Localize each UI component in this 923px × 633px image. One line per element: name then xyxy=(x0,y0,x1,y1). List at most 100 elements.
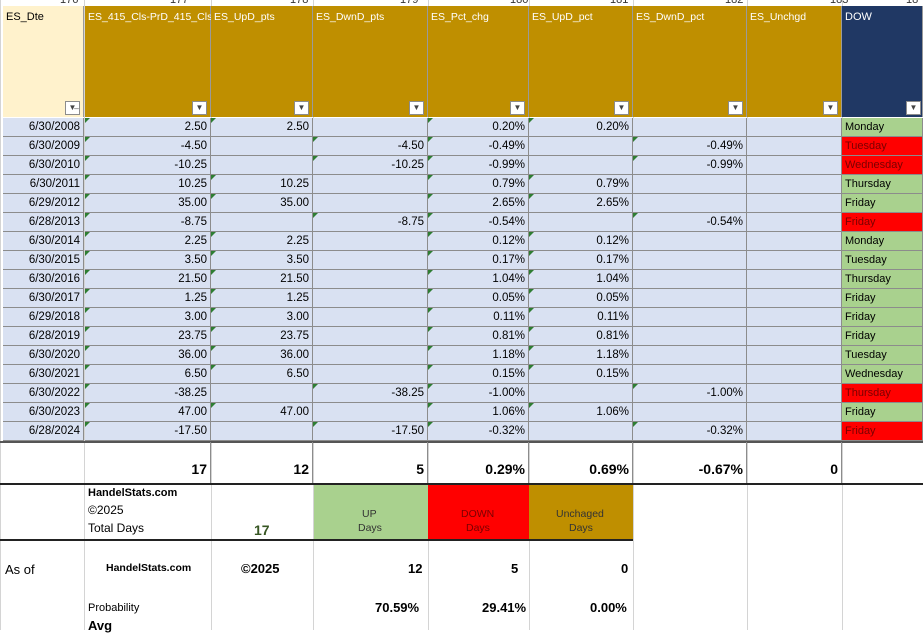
date-cell[interactable]: 6/30/2021 xyxy=(3,365,84,384)
up-points-cell[interactable]: 35.00 xyxy=(211,194,313,213)
up-points-cell[interactable] xyxy=(211,156,313,175)
down-points-cell[interactable] xyxy=(313,194,428,213)
down-points-cell[interactable] xyxy=(313,289,428,308)
change-points-cell[interactable]: 21.50 xyxy=(85,270,211,289)
change-points-cell[interactable]: -17.50 xyxy=(85,422,211,441)
up-points-cell[interactable]: 36.00 xyxy=(211,346,313,365)
date-cell[interactable]: 6/30/2015 xyxy=(3,251,84,270)
pct-change-cell[interactable]: 0.17% xyxy=(428,251,529,270)
dow-cell[interactable]: Thursday xyxy=(842,175,923,194)
change-points-cell[interactable]: 23.75 xyxy=(85,327,211,346)
down-points-cell[interactable] xyxy=(313,118,428,137)
dow-cell[interactable]: Friday xyxy=(842,213,923,232)
unchanged-cell[interactable] xyxy=(747,270,842,289)
pct-change-cell[interactable]: 0.05% xyxy=(428,289,529,308)
up-points-cell[interactable]: 3.50 xyxy=(211,251,313,270)
down-points-cell[interactable] xyxy=(313,232,428,251)
up-points-cell[interactable] xyxy=(211,422,313,441)
up-pct-cell[interactable]: 1.06% xyxy=(529,403,633,422)
down-points-cell[interactable] xyxy=(313,403,428,422)
dow-cell[interactable]: Thursday xyxy=(842,384,923,403)
down-pct-cell[interactable]: -1.00% xyxy=(633,384,747,403)
filter-dropdown-icon[interactable]: ▼ xyxy=(823,101,838,115)
date-cell[interactable]: 6/30/2023 xyxy=(3,403,84,422)
up-pct-cell[interactable]: 1.18% xyxy=(529,346,633,365)
down-pct-cell[interactable] xyxy=(633,327,747,346)
up-pct-cell[interactable]: 0.79% xyxy=(529,175,633,194)
up-pct-cell[interactable]: 0.12% xyxy=(529,232,633,251)
down-pct-cell[interactable] xyxy=(633,232,747,251)
pct-change-cell[interactable]: 1.06% xyxy=(428,403,529,422)
up-points-cell[interactable]: 1.25 xyxy=(211,289,313,308)
down-points-cell[interactable] xyxy=(313,308,428,327)
dow-cell[interactable]: Friday xyxy=(842,289,923,308)
dow-cell[interactable]: Friday xyxy=(842,194,923,213)
dow-cell[interactable]: Monday xyxy=(842,232,923,251)
up-pct-cell[interactable] xyxy=(529,384,633,403)
change-points-cell[interactable]: 1.25 xyxy=(85,289,211,308)
date-cell[interactable]: 6/30/2016 xyxy=(3,270,84,289)
up-pct-cell[interactable]: 0.05% xyxy=(529,289,633,308)
pct-change-cell[interactable]: 0.12% xyxy=(428,232,529,251)
pct-change-cell[interactable]: 2.65% xyxy=(428,194,529,213)
dow-cell[interactable]: Monday xyxy=(842,118,923,137)
down-points-cell[interactable]: -10.25 xyxy=(313,156,428,175)
date-cell[interactable]: 6/30/2020 xyxy=(3,346,84,365)
down-pct-cell[interactable] xyxy=(633,403,747,422)
date-cell[interactable]: 6/28/2024 xyxy=(3,422,84,441)
dow-cell[interactable]: Tuesday xyxy=(842,251,923,270)
filter-dropdown-icon[interactable]: ▼ xyxy=(409,101,424,115)
filter-dropdown-icon[interactable]: ▼ xyxy=(294,101,309,115)
pct-change-cell[interactable]: 0.15% xyxy=(428,365,529,384)
up-points-cell[interactable] xyxy=(211,137,313,156)
change-points-cell[interactable]: -8.75 xyxy=(85,213,211,232)
down-pct-cell[interactable]: -0.49% xyxy=(633,137,747,156)
up-pct-cell[interactable] xyxy=(529,213,633,232)
date-cell[interactable]: 6/29/2012 xyxy=(3,194,84,213)
down-points-cell[interactable]: -17.50 xyxy=(313,422,428,441)
change-points-cell[interactable]: 6.50 xyxy=(85,365,211,384)
up-pct-cell[interactable]: 0.17% xyxy=(529,251,633,270)
down-points-cell[interactable] xyxy=(313,365,428,384)
pct-change-cell[interactable]: 0.81% xyxy=(428,327,529,346)
up-points-cell[interactable]: 21.50 xyxy=(211,270,313,289)
down-points-cell[interactable] xyxy=(313,327,428,346)
change-points-cell[interactable]: 36.00 xyxy=(85,346,211,365)
change-points-cell[interactable]: 2.50 xyxy=(85,118,211,137)
unchanged-cell[interactable] xyxy=(747,289,842,308)
unchanged-cell[interactable] xyxy=(747,251,842,270)
filter-dropdown-icon[interactable]: ▼ xyxy=(192,101,207,115)
up-pct-cell[interactable] xyxy=(529,156,633,175)
date-cell[interactable]: 6/28/2019 xyxy=(3,327,84,346)
up-pct-cell[interactable]: 0.81% xyxy=(529,327,633,346)
down-pct-cell[interactable] xyxy=(633,251,747,270)
change-points-cell[interactable]: 35.00 xyxy=(85,194,211,213)
pct-change-cell[interactable]: -0.54% xyxy=(428,213,529,232)
unchanged-cell[interactable] xyxy=(747,156,842,175)
up-pct-cell[interactable]: 2.65% xyxy=(529,194,633,213)
down-points-cell[interactable]: -4.50 xyxy=(313,137,428,156)
unchanged-cell[interactable] xyxy=(747,194,842,213)
down-points-cell[interactable]: -38.25 xyxy=(313,384,428,403)
pct-change-cell[interactable]: 0.11% xyxy=(428,308,529,327)
up-points-cell[interactable]: 23.75 xyxy=(211,327,313,346)
unchanged-cell[interactable] xyxy=(747,346,842,365)
down-pct-cell[interactable] xyxy=(633,175,747,194)
unchanged-cell[interactable] xyxy=(747,403,842,422)
down-pct-cell[interactable]: -0.99% xyxy=(633,156,747,175)
date-cell[interactable]: 6/28/2013 xyxy=(3,213,84,232)
dow-cell[interactable]: Wednesday xyxy=(842,365,923,384)
dow-cell[interactable]: Friday xyxy=(842,327,923,346)
up-pct-cell[interactable] xyxy=(529,137,633,156)
up-pct-cell[interactable] xyxy=(529,422,633,441)
down-pct-cell[interactable] xyxy=(633,194,747,213)
up-points-cell[interactable]: 10.25 xyxy=(211,175,313,194)
pct-change-cell[interactable]: 1.04% xyxy=(428,270,529,289)
down-pct-cell[interactable] xyxy=(633,289,747,308)
change-points-cell[interactable]: -10.25 xyxy=(85,156,211,175)
down-pct-cell[interactable] xyxy=(633,346,747,365)
unchanged-cell[interactable] xyxy=(747,175,842,194)
up-pct-cell[interactable]: 0.15% xyxy=(529,365,633,384)
unchanged-cell[interactable] xyxy=(747,308,842,327)
up-points-cell[interactable]: 47.00 xyxy=(211,403,313,422)
